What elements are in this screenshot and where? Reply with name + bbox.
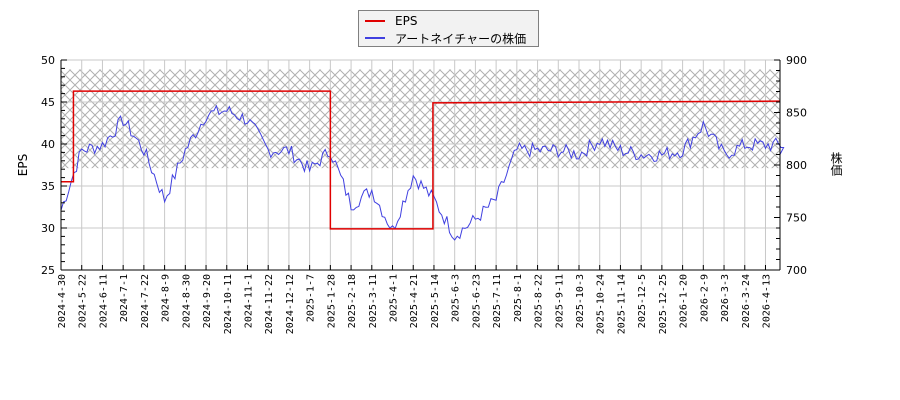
svg-text:2025-4-21: 2025-4-21 bbox=[409, 274, 420, 328]
svg-text:2025-6-23: 2025-6-23 bbox=[471, 274, 482, 328]
svg-text:2025-1-7: 2025-1-7 bbox=[306, 274, 317, 322]
svg-text:800: 800 bbox=[786, 159, 807, 172]
right-axis-title: 株価 bbox=[829, 152, 843, 176]
svg-text:2026-1-20: 2026-1-20 bbox=[679, 274, 690, 328]
series-lines bbox=[60, 90, 785, 241]
svg-text:2024-11-22: 2024-11-22 bbox=[264, 274, 275, 334]
left-axis-title: EPS bbox=[16, 153, 31, 177]
svg-text:2024-7-1: 2024-7-1 bbox=[119, 274, 130, 322]
svg-text:2025-12-25: 2025-12-25 bbox=[658, 274, 669, 334]
legend-label-price: アートネイチャーの株価 bbox=[395, 31, 527, 46]
svg-text:2025-8-1: 2025-8-1 bbox=[513, 274, 524, 322]
svg-text:750: 750 bbox=[786, 212, 807, 225]
svg-text:2024-5-22: 2024-5-22 bbox=[78, 274, 89, 328]
svg-text:2024-12-12: 2024-12-12 bbox=[285, 274, 296, 334]
svg-text:2025-1-28: 2025-1-28 bbox=[326, 274, 337, 328]
svg-text:2025-2-18: 2025-2-18 bbox=[347, 274, 358, 328]
svg-text:2024-4-30: 2024-4-30 bbox=[57, 274, 68, 328]
svg-text:2024-9-20: 2024-9-20 bbox=[202, 274, 213, 328]
svg-text:2024-11-1: 2024-11-1 bbox=[243, 274, 254, 328]
legend-item-eps: EPS bbox=[365, 13, 417, 29]
svg-text:2024-10-11: 2024-10-11 bbox=[223, 274, 234, 334]
svg-text:2026-3-24: 2026-3-24 bbox=[741, 274, 752, 328]
svg-text:2025-9-11: 2025-9-11 bbox=[554, 274, 565, 328]
svg-text:2026-4-13: 2026-4-13 bbox=[761, 274, 772, 328]
legend-item-price: アートネイチャーの株価 bbox=[365, 30, 526, 46]
svg-text:2025-8-22: 2025-8-22 bbox=[534, 274, 545, 328]
svg-text:2025-10-3: 2025-10-3 bbox=[575, 274, 586, 328]
svg-text:700: 700 bbox=[786, 264, 807, 277]
svg-text:900: 900 bbox=[786, 54, 807, 67]
svg-text:2025-4-1: 2025-4-1 bbox=[389, 274, 400, 322]
legend-label-eps: EPS bbox=[395, 14, 418, 28]
svg-text:2025-6-3: 2025-6-3 bbox=[451, 274, 462, 322]
eps-line-swatch-icon bbox=[365, 20, 385, 22]
svg-text:2025-3-11: 2025-3-11 bbox=[368, 274, 379, 328]
svg-text:2024-8-9: 2024-8-9 bbox=[161, 274, 172, 322]
svg-text:50: 50 bbox=[41, 54, 55, 67]
svg-text:40: 40 bbox=[41, 138, 55, 151]
price-line-swatch-icon bbox=[365, 37, 385, 39]
svg-text:2025-10-24: 2025-10-24 bbox=[596, 274, 607, 334]
svg-text:30: 30 bbox=[41, 222, 55, 235]
grid-lines bbox=[60, 59, 780, 271]
svg-text:2025-7-11: 2025-7-11 bbox=[492, 274, 503, 328]
legend: EPS アートネイチャーの株価 bbox=[358, 10, 539, 47]
svg-text:2025-11-14: 2025-11-14 bbox=[616, 274, 627, 334]
svg-text:35: 35 bbox=[41, 180, 55, 193]
svg-text:2026-3-3: 2026-3-3 bbox=[720, 274, 731, 322]
svg-text:2024-7-22: 2024-7-22 bbox=[140, 274, 151, 328]
svg-text:2024-8-30: 2024-8-30 bbox=[181, 274, 192, 328]
svg-text:2025-12-5: 2025-12-5 bbox=[637, 274, 648, 328]
svg-text:45: 45 bbox=[41, 96, 55, 109]
svg-text:25: 25 bbox=[41, 264, 55, 277]
svg-text:850: 850 bbox=[786, 107, 807, 120]
svg-text:2024-6-11: 2024-6-11 bbox=[98, 274, 109, 328]
axes: 25 30 35 40 45 50 700 750 800 850 900 2024-4-30 2024… bbox=[41, 54, 807, 334]
svg-text:2026-2-9: 2026-2-9 bbox=[699, 274, 710, 322]
svg-text:2025-5-14: 2025-5-14 bbox=[430, 274, 441, 328]
